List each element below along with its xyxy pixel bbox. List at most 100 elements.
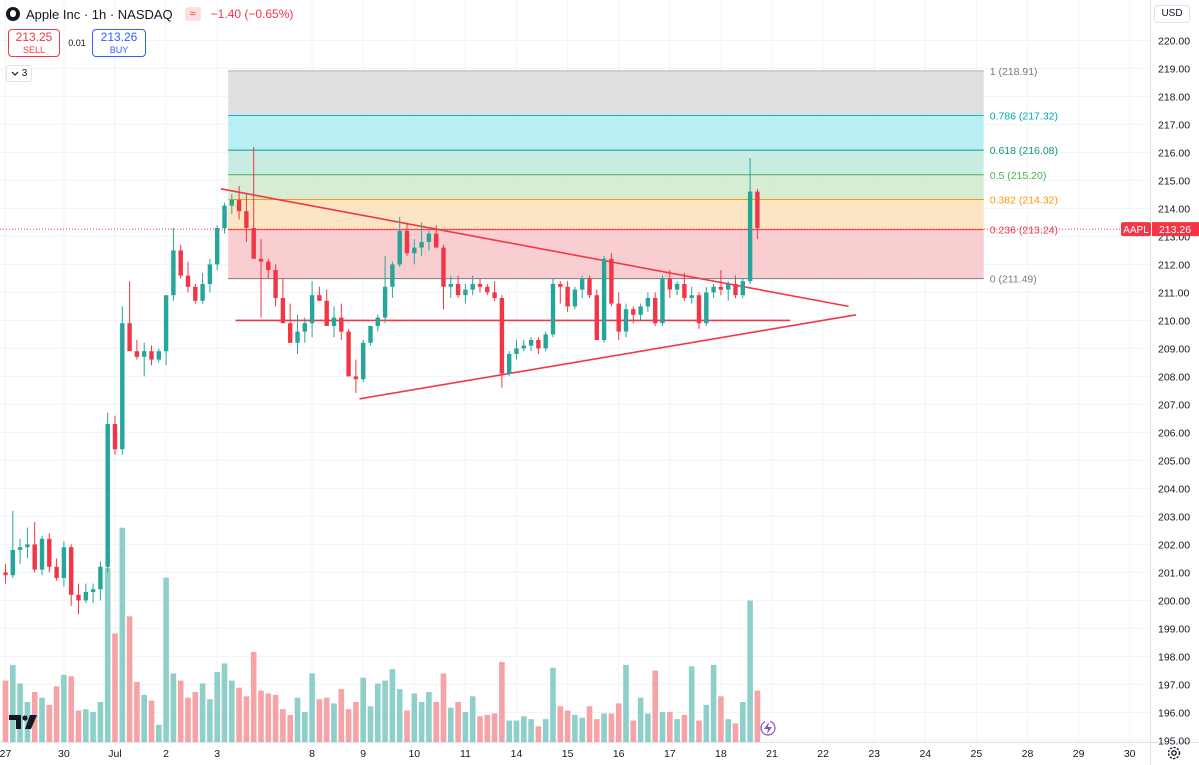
candle-body — [638, 306, 643, 315]
volume-bar — [513, 720, 520, 742]
time-tick-label: 24 — [919, 748, 931, 760]
candle-body — [426, 233, 432, 242]
candle — [638, 303, 643, 321]
currency-selector[interactable]: USD — [1154, 5, 1190, 23]
tradingview-logo-icon[interactable] — [8, 712, 40, 730]
settings-icon[interactable] — [1166, 745, 1182, 761]
candle — [492, 281, 497, 301]
volume-bar — [90, 712, 96, 742]
volume-bar — [564, 710, 571, 742]
volume-bar — [309, 673, 315, 742]
candle-body — [25, 544, 30, 548]
candle-body — [54, 566, 59, 578]
fib-zone — [228, 70, 984, 116]
volume-bar — [630, 720, 637, 742]
candle — [463, 284, 468, 304]
volume-bar — [134, 682, 140, 742]
volume-bar — [163, 577, 169, 742]
candle — [39, 536, 45, 576]
volume-bar — [667, 712, 673, 742]
price-tick-label: 202.00 — [1158, 539, 1190, 551]
candle-body — [134, 351, 140, 357]
candle — [623, 303, 629, 338]
volume-bar — [542, 719, 549, 742]
candle — [718, 270, 724, 296]
volume-bar — [433, 702, 439, 742]
candle-body — [288, 323, 293, 343]
volume-bar — [418, 702, 425, 742]
fib-level-label: 0 (211.49) — [990, 274, 1037, 286]
candle — [572, 286, 578, 310]
candle — [704, 286, 709, 326]
candle-body — [171, 250, 176, 296]
volume-bar — [484, 714, 491, 742]
candle-body — [623, 309, 629, 332]
candle — [200, 272, 205, 304]
candle — [76, 583, 81, 615]
price-tick-label: 201.00 — [1158, 567, 1190, 579]
volume-bar — [126, 616, 133, 742]
volume-bar — [104, 567, 111, 742]
volume-bar — [119, 527, 126, 742]
volume-bar — [491, 713, 498, 742]
candle — [368, 326, 373, 346]
candle — [69, 544, 74, 606]
candle — [258, 239, 264, 318]
candle-body — [550, 284, 556, 335]
candle-body — [711, 286, 716, 293]
candle — [726, 281, 731, 301]
symbol-tag: AAPL — [1123, 225, 1149, 236]
candle — [434, 225, 439, 248]
volume-bar — [302, 712, 308, 742]
candle — [733, 275, 738, 298]
chevron-down-icon — [11, 71, 19, 76]
volume-bar — [39, 697, 45, 742]
volume-bar — [718, 696, 724, 742]
candle — [149, 345, 154, 366]
price-tick-label: 215.00 — [1158, 175, 1190, 187]
candle-body — [543, 334, 548, 349]
candle-body — [412, 247, 417, 254]
time-tick-label: 25 — [971, 748, 983, 760]
spread-value: 0.01 — [68, 38, 86, 48]
volume-bar — [440, 673, 447, 742]
time-tick-label: 14 — [511, 748, 523, 760]
price-tick-label: 214.00 — [1158, 203, 1190, 215]
candle-body — [477, 284, 483, 287]
sell-button[interactable]: 213.25 SELL — [8, 29, 60, 57]
candle — [441, 244, 446, 310]
flash-icon[interactable] — [760, 720, 776, 736]
time-tick-label: 22 — [817, 748, 829, 760]
symbol-title[interactable]: Apple Inc · 1h · NASDAQ — [26, 6, 173, 22]
price-tick-label: 195.00 — [1158, 735, 1190, 747]
candle — [594, 289, 599, 340]
volume-bar — [404, 710, 410, 742]
price-tick-label: 208.00 — [1158, 371, 1190, 383]
candle-body — [185, 275, 191, 287]
apple-logo-icon — [6, 7, 20, 21]
candle — [667, 270, 672, 298]
volume-bar — [608, 713, 615, 742]
candle — [105, 412, 110, 573]
volume-bar — [681, 714, 688, 742]
time-tick-label: 8 — [309, 748, 315, 760]
indicators-collapse-button[interactable]: 3 — [6, 65, 32, 82]
candle — [477, 278, 483, 293]
indicator-count: 3 — [21, 68, 28, 79]
candle — [25, 527, 30, 559]
price-tick-label: 199.00 — [1158, 623, 1190, 635]
candle — [288, 303, 293, 343]
volume-bar — [221, 663, 228, 742]
price-tick-label: 207.00 — [1158, 399, 1190, 411]
volume-bar — [740, 702, 746, 742]
volume-bar — [696, 720, 702, 742]
volume-bar — [185, 697, 191, 742]
volume-bar — [586, 706, 593, 742]
buy-button[interactable]: 213.26 BUY — [92, 29, 146, 57]
candle-body — [653, 298, 658, 324]
candle-body — [61, 547, 67, 578]
candle — [375, 314, 380, 332]
sell-label: SELL — [22, 45, 46, 55]
candle — [536, 337, 541, 354]
